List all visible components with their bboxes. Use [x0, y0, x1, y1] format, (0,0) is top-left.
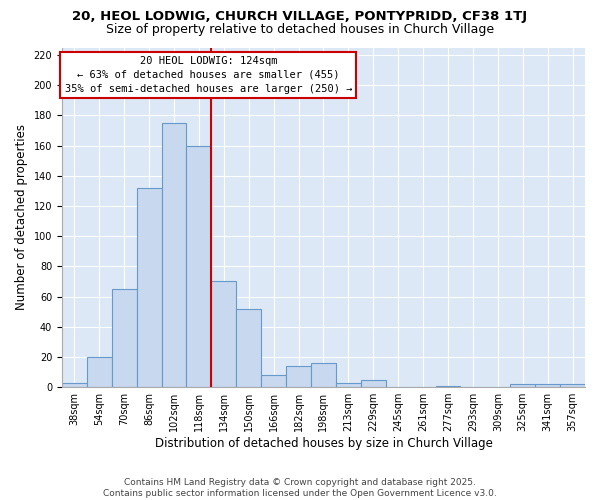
Bar [261, 375, 286, 387]
Bar [211, 282, 236, 387]
Bar [560, 384, 585, 387]
Text: 20 HEOL LODWIG: 124sqm
← 63% of detached houses are smaller (455)
35% of semi-de: 20 HEOL LODWIG: 124sqm ← 63% of detached… [65, 56, 352, 94]
Bar [286, 366, 311, 387]
Bar [535, 384, 560, 387]
Bar [436, 386, 460, 387]
Bar [236, 308, 261, 387]
Bar [137, 188, 161, 387]
Text: Contains HM Land Registry data © Crown copyright and database right 2025.
Contai: Contains HM Land Registry data © Crown c… [103, 478, 497, 498]
Bar [510, 384, 535, 387]
Bar [112, 289, 137, 387]
Bar [361, 380, 386, 387]
Bar [87, 357, 112, 387]
Bar [336, 382, 361, 387]
Bar [161, 123, 187, 387]
Text: Size of property relative to detached houses in Church Village: Size of property relative to detached ho… [106, 22, 494, 36]
Text: 20, HEOL LODWIG, CHURCH VILLAGE, PONTYPRIDD, CF38 1TJ: 20, HEOL LODWIG, CHURCH VILLAGE, PONTYPR… [73, 10, 527, 23]
Bar [62, 382, 87, 387]
X-axis label: Distribution of detached houses by size in Church Village: Distribution of detached houses by size … [155, 437, 493, 450]
Bar [311, 363, 336, 387]
Bar [187, 146, 211, 387]
Y-axis label: Number of detached properties: Number of detached properties [15, 124, 28, 310]
